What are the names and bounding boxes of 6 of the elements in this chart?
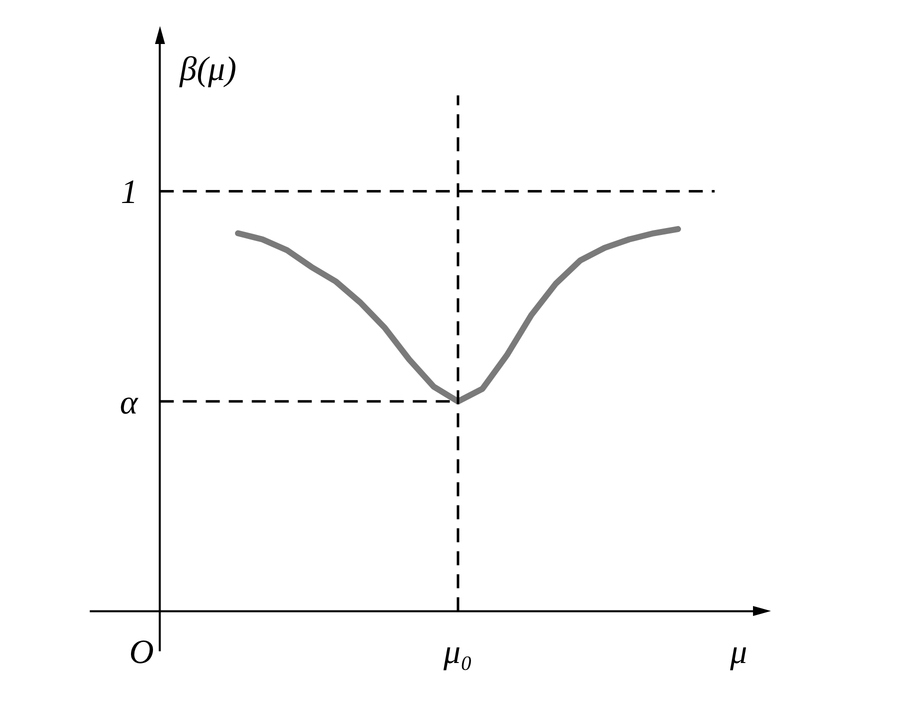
ref-line-label: 1 <box>120 174 138 212</box>
ref-line-label: α <box>120 384 139 422</box>
text: μ₀ <box>444 634 472 672</box>
text: O <box>129 634 154 672</box>
y-axis-title: β(μ) <box>178 51 236 88</box>
x-axis-title: μ <box>729 634 748 672</box>
